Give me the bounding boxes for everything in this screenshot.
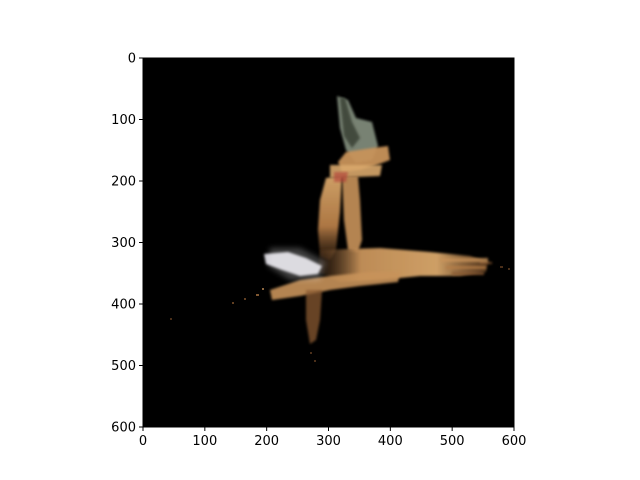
tan-lower-left-beam: [270, 272, 400, 300]
x-tick-label: 200: [254, 434, 279, 449]
x-tick-label: 0: [139, 434, 147, 449]
y-tick-label: 0: [128, 52, 136, 67]
point-cloud-reconstruction: [170, 96, 510, 362]
tan-right-leg: [342, 176, 362, 252]
red-accent: [334, 172, 348, 182]
y-tick-label: 300: [111, 236, 136, 251]
tan-left-leg: [318, 176, 342, 260]
y-tick-label: 100: [111, 113, 136, 128]
y-tick-label: 200: [111, 175, 136, 190]
y-tick-label: 400: [111, 298, 136, 313]
x-tick-label: 600: [502, 434, 527, 449]
scatter-specks: [170, 266, 510, 362]
x-tick-label: 400: [378, 434, 403, 449]
white-blob-glow: [268, 248, 326, 280]
x-tick-label: 300: [316, 434, 341, 449]
y-tick-label: 500: [111, 359, 136, 374]
x-tick-label: 100: [192, 434, 217, 449]
y-axis: 0 100 200 300 400 500 600: [111, 52, 143, 436]
x-tick-label: 500: [440, 434, 465, 449]
y-tick-label: 600: [111, 421, 136, 436]
x-axis: 0 100 200 300 400 500 600: [139, 427, 527, 449]
tan-lower-drip: [306, 290, 322, 344]
right-streaks: [440, 258, 492, 275]
gray-structure-dark: [340, 98, 360, 148]
